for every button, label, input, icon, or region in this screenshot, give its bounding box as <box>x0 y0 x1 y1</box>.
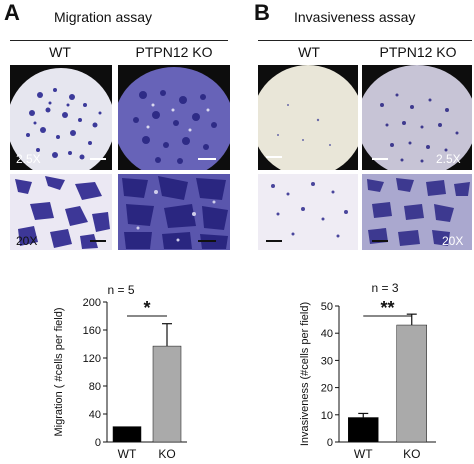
panel-b-wt-high-mag-image <box>258 174 358 250</box>
x-tick-label: KO <box>403 447 420 461</box>
y-axis-label: Migration ( #cells per field) <box>53 308 65 437</box>
panel-a-ko-low-scale-bar <box>198 158 216 160</box>
y-tick-label: 40 <box>89 409 101 421</box>
panel-a-letter: A <box>4 0 20 25</box>
panel-a-wt-low-mag-image <box>10 65 112 170</box>
panel-a-wt-low-mag-label: 2.5X <box>16 152 41 166</box>
panel-b-title-rule <box>258 40 472 41</box>
y-tick-label: 0 <box>95 437 101 449</box>
x-tick-label: WT <box>354 447 373 461</box>
y-tick-label: 10 <box>321 410 333 422</box>
y-tick-label: 200 <box>83 297 101 309</box>
panel-a-wt-high-mag-label: 20X <box>16 234 38 248</box>
panel-b-ko-high-scale-bar <box>372 240 388 242</box>
panel-a-wt-label: WT <box>49 44 71 60</box>
panel-a-title: Migration assay <box>54 9 153 25</box>
y-tick-label: 120 <box>83 353 101 365</box>
panel-b-wt-low-scale-bar <box>266 156 282 158</box>
y-tick-label: 30 <box>321 355 333 367</box>
y-tick-label: 160 <box>83 325 101 337</box>
panel-b-wt-low-mag-image <box>258 65 358 170</box>
panel-b-ko-low-mag-image <box>362 65 472 170</box>
significance-marker: * <box>143 298 150 318</box>
panel-a-title-rule <box>10 40 228 41</box>
bar-ko <box>396 324 427 443</box>
y-tick-label: 0 <box>327 437 333 449</box>
x-tick-label: KO <box>158 447 175 461</box>
panel-b-ko-low-mag-label: 2.5X <box>436 152 461 166</box>
panel-a-n-label: n = 5 <box>107 283 135 297</box>
panel-b-title: Invasiveness assay <box>294 9 416 25</box>
panel-b-ko-high-mag-label: 20X <box>442 234 464 248</box>
panel-b-invasiveness-chart: 0 10 20 30 40 50 Invasiveness (#cells per fiel… <box>299 298 436 461</box>
panel-b-n-label: n = 3 <box>371 281 399 295</box>
bar-wt <box>348 417 379 443</box>
y-tick-label: 20 <box>321 383 333 395</box>
panel-b-letter: B <box>254 0 270 25</box>
significance-marker: ** <box>380 298 394 318</box>
panel-a-wt-low-scale-bar <box>90 158 106 160</box>
panel-a-ko-label: PTPN12 KO <box>135 44 213 60</box>
panel-b-wt-label: WT <box>298 44 320 60</box>
panel-b-ko-high-mag-image <box>362 174 472 250</box>
panel-a-ko-low-mag-image <box>118 65 230 170</box>
y-tick-label: 50 <box>321 301 333 313</box>
panel-a-wt-high-scale-bar <box>90 240 106 242</box>
y-tick-label: 80 <box>89 381 101 393</box>
panel-a-wt-high-mag-image <box>10 174 112 250</box>
bar-wt <box>112 426 142 443</box>
panel-a-ko-high-mag-image <box>118 174 230 250</box>
panel-a-migration-chart: 0 40 80 120 160 200 Migration ( #cells per fie… <box>53 297 187 461</box>
panel-b-ko-label: PTPN12 KO <box>379 44 457 60</box>
panel-a-ko-high-scale-bar <box>198 240 216 242</box>
bar-ko <box>152 345 182 443</box>
x-tick-label: WT <box>118 447 137 461</box>
panel-b-wt-high-scale-bar <box>266 240 282 242</box>
panel-b-ko-low-scale-bar <box>372 158 388 160</box>
y-tick-label: 40 <box>321 328 333 340</box>
y-axis-label: Invasiveness (#cells per field) <box>299 302 311 446</box>
